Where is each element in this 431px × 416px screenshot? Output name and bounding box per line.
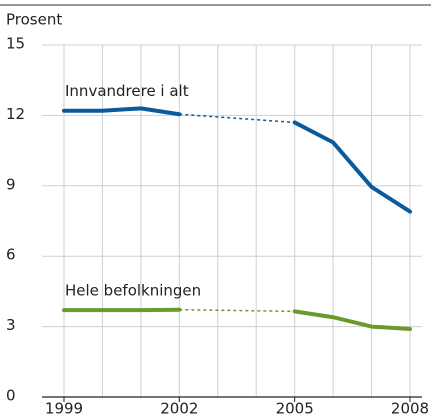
y-tick-label: 6 (6, 246, 16, 264)
series-line (292, 309, 412, 331)
series-line (292, 120, 412, 214)
gap-connector (179, 113, 295, 124)
series-line (62, 106, 182, 117)
x-tick-label: 2002 (160, 400, 198, 416)
y-tick-label: 3 (6, 316, 16, 334)
x-tick-label: 2008 (391, 400, 429, 416)
series-label: Innvandrere i alt (65, 82, 189, 100)
y-axis-label: Prosent (6, 11, 62, 29)
gap-connector (179, 308, 295, 313)
x-tick-label: 1999 (45, 400, 83, 416)
y-tick-label: 12 (6, 105, 25, 123)
y-tick-label: 9 (6, 175, 16, 193)
y-tick-label: 0 (6, 387, 16, 405)
y-tick-label: 15 (6, 35, 25, 53)
x-tick-label: 2005 (276, 400, 314, 416)
series-label: Hele befolkningen (65, 282, 201, 300)
